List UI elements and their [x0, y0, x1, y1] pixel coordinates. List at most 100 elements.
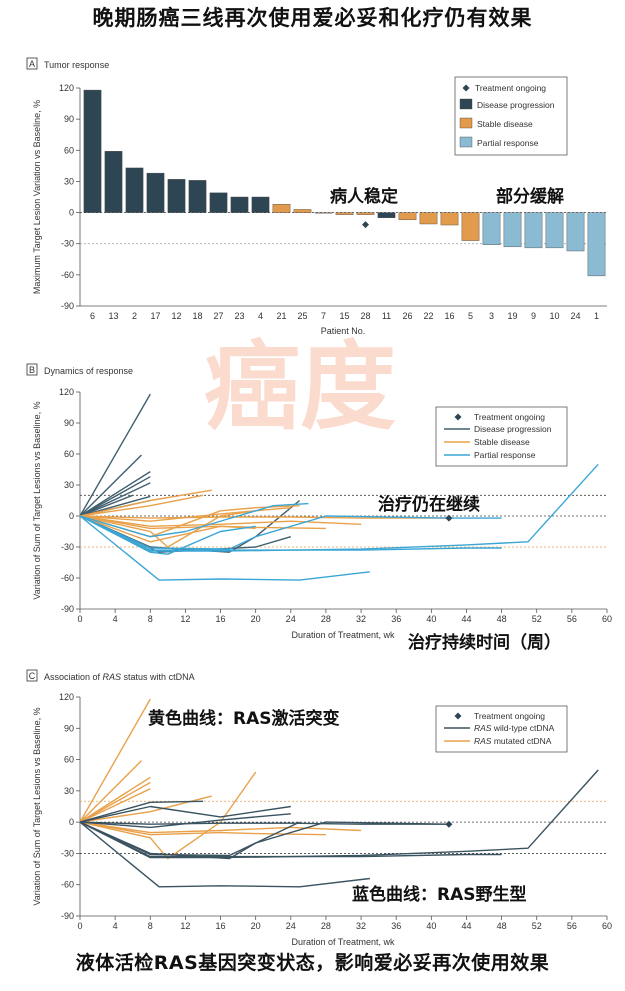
series-line-partial: [79, 502, 309, 538]
y-tick-label: 0: [69, 817, 74, 827]
bar: [272, 204, 291, 213]
series-line-wild: [79, 821, 449, 825]
x-tick-label: 24: [286, 921, 296, 931]
panel-a-letter: A: [29, 59, 35, 69]
bar: [566, 212, 585, 252]
legend-label: RAS wild-type ctDNA: [474, 723, 555, 733]
x-tick-label: 19: [507, 311, 517, 321]
x-tick-label: 17: [150, 311, 160, 321]
y-tick-label: -90: [61, 604, 74, 614]
x-tick-label: 52: [532, 614, 542, 624]
x-tick-label: 3: [489, 311, 494, 321]
y-tick-label: 90: [64, 723, 74, 733]
annotation-stable: 病人稳定: [330, 186, 398, 207]
legend-swatch: [459, 136, 473, 148]
bar: [335, 212, 354, 215]
y-axis-label: Variation of Sum of Target Lesions vs Ba…: [32, 707, 42, 905]
x-tick-label: 52: [532, 921, 542, 931]
y-tick-label: 30: [64, 176, 74, 186]
bar: [188, 180, 207, 213]
ongoing-marker: [362, 221, 369, 229]
x-tick-label: 1: [594, 311, 599, 321]
bar: [587, 212, 606, 277]
page-title: 晚期肠癌三线再次使用爱必妥和化疗仍有效果: [92, 6, 533, 30]
bar: [545, 212, 564, 249]
y-tick-label: -30: [61, 239, 74, 249]
bar: [230, 196, 249, 213]
x-tick-label: 56: [567, 921, 577, 931]
x-tick-label: 48: [497, 614, 507, 624]
y-tick-label: -30: [61, 542, 74, 552]
legend-label: Treatment ongoing: [475, 83, 546, 93]
watermark: 癌度: [204, 331, 396, 443]
x-tick-label: 6: [90, 311, 95, 321]
x-tick-label: 15: [339, 311, 349, 321]
x-tick-label: 9: [531, 311, 536, 321]
x-axis-label: Duration of Treatment, wk: [291, 937, 395, 947]
series-line-progression: [79, 482, 151, 517]
series-line-partial: [79, 515, 370, 581]
x-tick-label: 0: [77, 921, 82, 931]
y-tick-label: -60: [61, 880, 74, 890]
bar: [125, 167, 144, 213]
series-line-mutated: [79, 821, 326, 836]
series-line-wild: [79, 769, 599, 859]
legend-ongoing-marker: [454, 413, 462, 421]
series-line-progression: [79, 393, 151, 517]
legend-ongoing-marker: [462, 84, 470, 92]
x-tick-label: 16: [216, 921, 226, 931]
legend-label: Treatment ongoing: [474, 711, 545, 721]
bar: [167, 179, 186, 213]
y-tick-label: 60: [64, 145, 74, 155]
series-line-stable: [79, 515, 449, 519]
legend-label: Disease progression: [474, 424, 552, 434]
x-tick-label: 28: [321, 614, 331, 624]
legend-swatch: [459, 117, 473, 129]
series-line-partial: [79, 463, 599, 552]
x-tick-label: 24: [286, 614, 296, 624]
legend-label: Stable disease: [474, 437, 530, 447]
bar: [524, 212, 543, 249]
x-tick-label: 28: [321, 921, 331, 931]
x-tick-label: 26: [402, 311, 412, 321]
bar: [398, 212, 417, 221]
panel-c-title: Association of RAS status with ctDNA: [44, 672, 195, 682]
series-line-stable: [79, 494, 204, 517]
x-tick-label: 7: [321, 311, 326, 321]
legend: Treatment ongoing RAS wild-type ctDNA RAS …: [435, 705, 568, 753]
panel-b-title: Dynamics of response: [44, 366, 133, 376]
x-tick-label: 12: [180, 921, 190, 931]
legend-label: Disease progression: [477, 100, 555, 110]
annotation-ongoing: 治疗仍在继续: [378, 494, 480, 515]
x-tick-label: 44: [461, 614, 471, 624]
y-tick-label: 120: [59, 387, 74, 397]
panel-a-title: Tumor response: [44, 60, 109, 70]
legend: Treatment ongoing Disease progression Stab…: [454, 76, 568, 156]
series-line-mutated: [79, 698, 151, 823]
x-tick-label: 5: [468, 311, 473, 321]
x-tick-label: 27: [213, 311, 223, 321]
series-line-wild: [79, 800, 204, 823]
series-line-stable: [79, 515, 362, 527]
annotation-yellow: 黄色曲线：RAS激活突变: [148, 708, 340, 729]
series-line-wild: [79, 813, 291, 829]
series-line-mutated: [79, 788, 151, 823]
bar: [104, 151, 123, 213]
x-axis-label: Patient No.: [321, 326, 366, 336]
series-line-progression: [79, 471, 151, 517]
panel-c-letter: C: [29, 671, 36, 681]
annotation-blue: 蓝色曲线：RAS野生型: [352, 884, 527, 905]
y-tick-label: 120: [59, 83, 74, 93]
x-tick-label: 32: [356, 614, 366, 624]
y-tick-label: 0: [69, 208, 74, 218]
bar: [503, 212, 522, 248]
bar: [251, 196, 270, 213]
panel-b-header: B Dynamics of response: [26, 363, 133, 376]
legend-label: Partial response: [474, 450, 536, 460]
y-tick-label: -60: [61, 270, 74, 280]
x-tick-label: 32: [356, 921, 366, 931]
y-tick-label: 30: [64, 786, 74, 796]
y-tick-label: 60: [64, 449, 74, 459]
x-tick-label: 40: [426, 614, 436, 624]
